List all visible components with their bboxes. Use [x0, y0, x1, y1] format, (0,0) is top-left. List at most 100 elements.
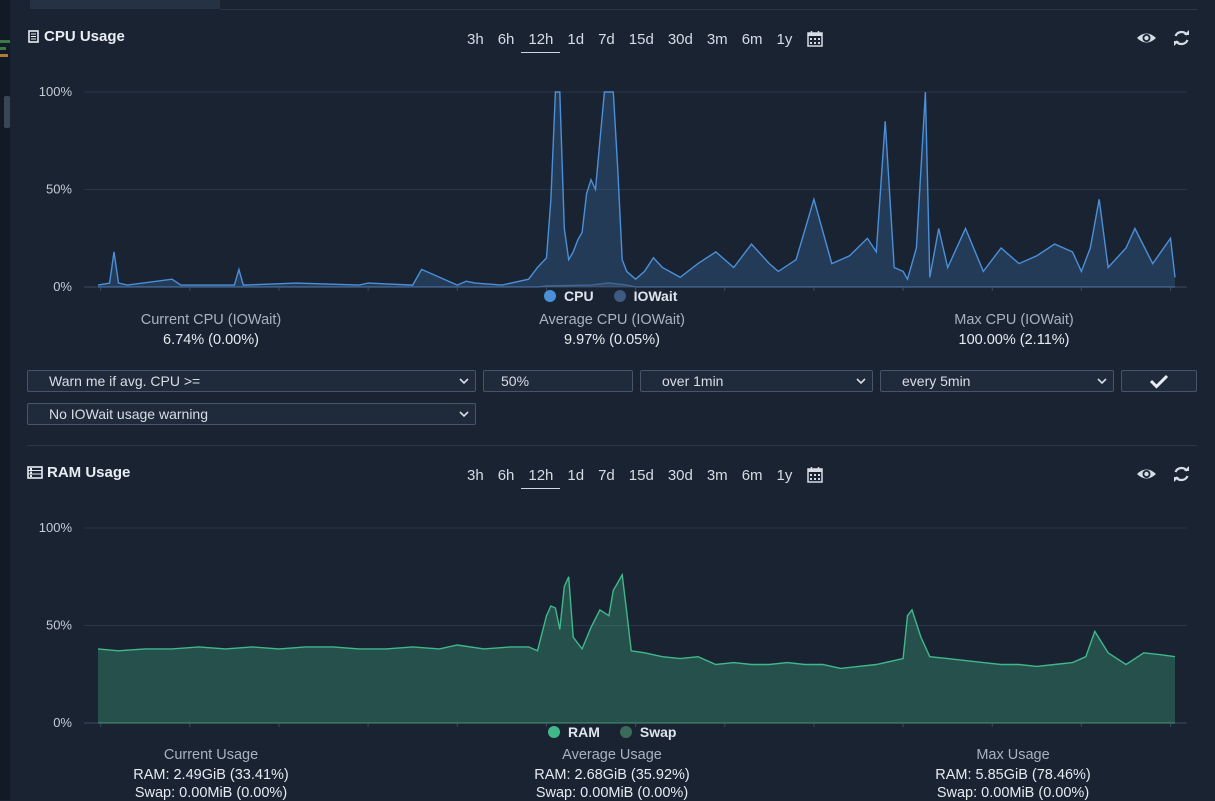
cpu-panel-title: CPU Usage [27, 28, 125, 45]
cpu-average-stat: Average CPU (IOWait) 9.97% (0.05%) [452, 312, 772, 348]
cpu-average-label: Average CPU (IOWait) [539, 312, 685, 328]
cpu-title-text: CPU Usage [44, 28, 125, 45]
cpu-range-selector: 3h 6h 12h 1d 7d 15d 30d 3m 6m 1y [460, 30, 831, 53]
range-6m[interactable]: 6m [741, 31, 763, 48]
save-alert-button[interactable] [1121, 370, 1197, 392]
cpu-usage-panel: CPU Usage 3h 6h 12h 1d 7d 15d 30d 3m 6m … [0, 28, 1215, 348]
cpu-duration-value: over 1min [662, 373, 724, 389]
cpu-current-label: Current CPU (IOWait) [140, 312, 282, 328]
cpu-duration-select[interactable]: over 1min [640, 370, 873, 392]
range-3m[interactable]: 3m [706, 467, 728, 484]
checkmark-icon [1149, 374, 1169, 389]
ram-average-label: Average Usage [562, 747, 662, 763]
series-area-ram [98, 574, 1175, 723]
range-1y[interactable]: 1y [776, 31, 793, 48]
refresh-icon[interactable] [1171, 28, 1192, 48]
cpu-legend-swatch [544, 290, 556, 302]
y-tick-label: 0% [53, 715, 72, 727]
iowait-legend-swatch [613, 290, 626, 302]
ram-legend-label: RAM [568, 724, 600, 740]
range-1d[interactable]: 1d [567, 31, 585, 48]
cpu-warning-condition-select[interactable]: Warn me if avg. CPU >= [27, 370, 476, 392]
range-15d[interactable]: 15d [628, 467, 654, 484]
cpu-chip-icon [28, 30, 39, 43]
cpu-chart: 0%50%100%05:0006:0007:0008:0009:0010:001… [39, 84, 1187, 291]
ram-current-label: Current Usage [163, 747, 259, 763]
cpu-current-value: 6.74% (0.00%) [163, 332, 259, 348]
range-7d[interactable]: 7d [598, 467, 615, 484]
range-12h[interactable]: 12h [521, 466, 561, 489]
range-3h[interactable]: 3h [467, 467, 484, 484]
iowait-warning-select[interactable]: No IOWait usage warning [27, 403, 476, 425]
swap-legend-label: Swap [639, 724, 677, 740]
series-line-iowait [98, 282, 1175, 288]
swap-legend-swatch [619, 726, 632, 738]
chevron-down-icon [459, 378, 469, 385]
refresh-icon[interactable] [1171, 464, 1192, 484]
eye-icon[interactable] [1136, 28, 1157, 48]
calendar-icon[interactable] [799, 30, 831, 52]
ram-range-selector: 3h 6h 12h 1d 7d 15d 30d 3m 6m 1y [460, 466, 831, 489]
cpu-frequency-value: every 5min [902, 373, 971, 389]
cpu-frequency-select[interactable]: every 5min [880, 370, 1114, 392]
cpu-threshold-value: 50% [501, 373, 530, 389]
ram-panel-title: RAM Usage [27, 464, 130, 481]
legend-item-cpu[interactable]: CPU [544, 288, 594, 304]
chevron-down-icon [459, 411, 469, 418]
ram-max-stat: Max Usage RAM: 5.85GiB (78.46%) Swap: 0.… [853, 747, 1173, 801]
range-30d[interactable]: 30d [667, 467, 693, 484]
ram-current-ram: RAM: 2.49GiB (33.41%) [133, 767, 289, 783]
cpu-current-stat: Current CPU (IOWait) 6.74% (0.00%) [51, 312, 371, 348]
series-area-cpu [98, 92, 1175, 287]
ram-average-stat: Average Usage RAM: 2.68GiB (35.92%) Swap… [452, 747, 772, 801]
ram-title-text: RAM Usage [47, 464, 131, 481]
divider [220, 9, 1197, 10]
ram-legend-swatch [548, 726, 560, 738]
ram-current-stat: Current Usage RAM: 2.49GiB (33.41%) Swap… [51, 747, 371, 801]
eye-icon[interactable] [1136, 464, 1157, 484]
range-30d[interactable]: 30d [667, 31, 693, 48]
cpu-legend-label: CPU [564, 288, 594, 304]
range-15d[interactable]: 15d [628, 31, 654, 48]
y-tick-label: 100% [39, 84, 73, 99]
range-6h[interactable]: 6h [497, 467, 515, 484]
y-tick-label: 100% [39, 520, 73, 535]
range-3m[interactable]: 3m [706, 31, 728, 48]
divider [27, 445, 1197, 446]
range-1y[interactable]: 1y [776, 467, 793, 484]
y-tick-label: 50% [46, 182, 72, 197]
cpu-max-stat: Max CPU (IOWait) 100.00% (2.11%) [854, 312, 1174, 348]
series-line-cpu [97, 91, 1176, 286]
iowait-warning-value: No IOWait usage warning [49, 406, 208, 422]
range-7d[interactable]: 7d [598, 31, 615, 48]
memory-icon [27, 466, 43, 479]
cpu-threshold-input[interactable]: 50% [483, 370, 633, 392]
y-tick-label: 50% [46, 618, 72, 633]
y-tick-label: 0% [53, 279, 72, 291]
ram-usage-panel: RAM Usage 3h 6h 12h 1d 7d 15d 30d 3m 6m … [0, 464, 1215, 801]
ram-legend: RAM Swap [548, 724, 676, 740]
ram-max-swap: Swap: 0.00MiB (0.00%) [936, 785, 1090, 801]
iowait-legend-label: IOWait [633, 288, 678, 304]
cpu-max-label: Max CPU (IOWait) [954, 312, 1074, 328]
range-1d[interactable]: 1d [567, 467, 585, 484]
range-12h[interactable]: 12h [521, 30, 561, 53]
cpu-legend: CPU IOWait [544, 288, 677, 304]
ram-current-swap: Swap: 0.00MiB (0.00%) [134, 785, 288, 801]
series-line-ram [97, 572, 1176, 670]
range-6h[interactable]: 6h [497, 31, 515, 48]
active-tab-indicator[interactable] [30, 0, 220, 9]
legend-item-iowait[interactable]: IOWait [613, 288, 678, 304]
ram-max-ram: RAM: 5.85GiB (78.46%) [935, 767, 1091, 783]
sidebar-edge [0, 0, 10, 800]
legend-item-ram[interactable]: RAM [548, 724, 600, 740]
cpu-max-value: 100.00% (2.11%) [958, 332, 1070, 348]
cpu-average-value: 9.97% (0.05%) [564, 332, 660, 348]
range-6m[interactable]: 6m [741, 467, 763, 484]
chevron-down-icon [1097, 378, 1107, 385]
calendar-icon[interactable] [799, 466, 831, 488]
ram-chart: 0%50%100%05:0006:0007:0008:0009:0010:001… [39, 520, 1187, 727]
range-3h[interactable]: 3h [467, 31, 484, 48]
legend-item-swap[interactable]: Swap [619, 724, 677, 740]
chevron-down-icon [856, 378, 866, 385]
